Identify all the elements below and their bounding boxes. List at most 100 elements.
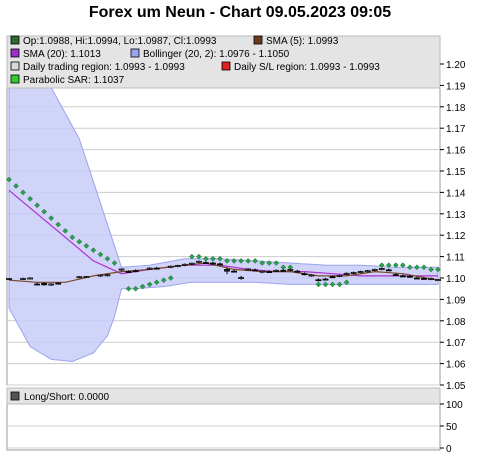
candle	[20, 277, 26, 280]
candle-body	[315, 279, 322, 282]
candle-body	[421, 278, 427, 280]
candle	[252, 268, 259, 272]
psar-point	[139, 283, 146, 290]
psar-point	[273, 260, 280, 266]
y-tick-label: 1.05	[446, 381, 466, 392]
psar-point	[231, 258, 237, 264]
candle	[76, 276, 83, 279]
candle	[203, 261, 209, 264]
y-tick-label: 1.18	[446, 103, 466, 114]
candle-body	[34, 283, 41, 286]
candle-body	[252, 269, 259, 272]
y-tick-label: 1.12	[446, 231, 466, 242]
psar-point	[238, 258, 244, 264]
psar-point	[217, 255, 223, 262]
candle-body	[55, 282, 62, 285]
trading-region-legend-swatch	[10, 61, 20, 71]
candle	[364, 269, 371, 273]
candle-body	[343, 272, 350, 275]
psar-point	[6, 176, 12, 183]
candle	[350, 271, 357, 275]
candle	[294, 269, 301, 273]
bollinger-legend-swatch	[130, 48, 140, 58]
psar-point	[20, 189, 26, 196]
psar-point	[414, 264, 420, 271]
psar-point	[48, 215, 55, 221]
candle	[343, 272, 350, 276]
candle	[371, 268, 378, 272]
candle-body	[238, 277, 244, 279]
sl-region-legend-swatch	[221, 61, 231, 71]
psar-point	[252, 258, 259, 264]
psar-point	[428, 266, 434, 273]
candle	[224, 267, 230, 275]
candle	[245, 268, 252, 271]
candle	[41, 282, 48, 286]
psar-point	[378, 262, 385, 269]
candle-body	[392, 274, 399, 276]
candle-body	[336, 275, 343, 277]
psar-point	[111, 260, 118, 266]
candle	[329, 275, 336, 279]
candle-body	[76, 276, 83, 279]
psar-point	[392, 262, 399, 269]
candle-body	[210, 262, 216, 265]
candle	[301, 272, 308, 276]
candle	[97, 274, 104, 277]
candle-body	[104, 274, 111, 277]
psar-point	[34, 202, 40, 209]
candle-body	[399, 275, 406, 278]
psar-point	[203, 255, 209, 262]
candle-body	[153, 267, 160, 270]
psar-point	[407, 264, 413, 271]
main-y-axis: 1.05 1.06 1.07 1.08 1.09 1.10 1.11 1.12 1.13 1.14…	[440, 60, 466, 392]
candle	[210, 261, 216, 265]
sub-y-axis: 0 50 100	[440, 400, 463, 455]
psar-point	[104, 255, 111, 262]
ohlc-legend-swatch	[10, 35, 20, 45]
candle	[153, 266, 160, 270]
candle-body	[378, 268, 385, 270]
candle	[132, 269, 139, 273]
psar-point	[153, 279, 160, 286]
candle-body	[20, 278, 26, 280]
candle	[273, 269, 280, 273]
candle-body	[385, 269, 392, 272]
trading-region-legend-label: Daily trading region: 1.0993 - 1.0993	[23, 62, 185, 73]
psar-point	[329, 281, 336, 288]
candle-body	[41, 282, 48, 286]
psar-point	[196, 253, 202, 260]
psar-point	[125, 285, 132, 292]
legend: Op:1.0988, Hi:1.0994, Lo:1.0987, Cl:1.09…	[10, 35, 380, 86]
candle	[146, 267, 153, 270]
candle	[6, 278, 12, 281]
candle-body	[118, 268, 125, 271]
candle	[259, 270, 266, 274]
psar-point	[167, 275, 174, 281]
candle	[428, 277, 434, 281]
psar-point	[55, 221, 62, 228]
candle	[125, 270, 132, 273]
bollinger-legend-label: Bollinger (20, 2): 1.0976 - 1.1050	[143, 49, 290, 60]
psar-point	[69, 234, 76, 241]
candle	[406, 275, 413, 278]
candle-body	[181, 263, 188, 266]
psar-point	[188, 253, 195, 260]
candle	[287, 268, 294, 272]
candle-body	[266, 271, 273, 273]
psar-legend-label: Parabolic SAR: 1.1037	[23, 75, 125, 86]
candle	[83, 275, 90, 278]
sub-y-tick-label: 100	[446, 400, 463, 411]
y-tick-label: 1.17	[446, 124, 466, 135]
bollinger-band	[8, 52, 439, 363]
psar-point	[421, 264, 427, 271]
sub-legend-box	[6, 387, 441, 405]
candle-body	[350, 272, 357, 274]
candle-body	[188, 262, 195, 265]
y-tick-label: 1.15	[446, 167, 466, 178]
sl-region-legend-label: Daily S/L region: 1.0993 - 1.0993	[234, 62, 380, 73]
psar-point	[399, 262, 406, 269]
sub-legend-label: Long/Short: 0.0000	[24, 392, 110, 403]
bollinger-band-area	[8, 52, 439, 363]
